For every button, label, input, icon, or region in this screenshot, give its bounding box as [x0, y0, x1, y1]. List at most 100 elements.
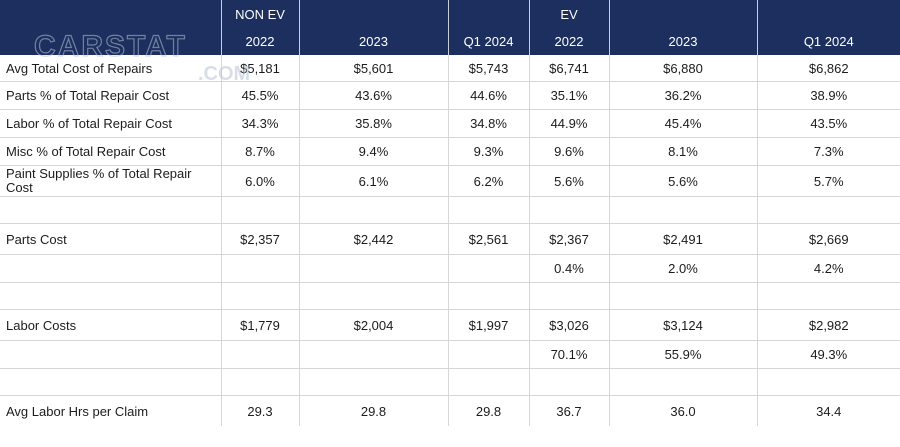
row-label [0, 254, 221, 283]
table-row: Parts % of Total Repair Cost 45.5% 43.6%… [0, 81, 900, 110]
table-cell [756, 368, 900, 396]
table-cell: 36.0 [608, 395, 757, 426]
table-cell [528, 282, 609, 310]
table-cell: $5,743 [447, 55, 529, 82]
table-cell: 36.2% [608, 81, 757, 110]
table-cell [447, 196, 529, 224]
table-cell: $2,669 [756, 223, 900, 255]
table-cell [528, 368, 609, 396]
table-cell: $5,601 [298, 55, 448, 82]
header-group-cell [608, 0, 757, 28]
table-row: Parts Cost $2,357 $2,442 $2,561 $2,367 $… [0, 223, 900, 255]
table-cell: $2,367 [528, 223, 609, 255]
table-cell: $3,124 [608, 309, 757, 341]
header-group-non-ev: NON EV [220, 0, 299, 28]
table-cell [220, 282, 299, 310]
row-label: Avg Total Cost of Repairs [6, 60, 153, 76]
table-cell: 55.9% [608, 340, 757, 369]
header-year-row: 2022 2023 Q1 2024 2022 2023 Q1 2024 [0, 28, 900, 55]
row-label: Labor % of Total Repair Cost [0, 109, 221, 138]
table-cell [756, 282, 900, 310]
table-cell: 35.1% [528, 81, 609, 110]
table-cell: 70.1% [528, 340, 609, 369]
table-row: 70.1% 55.9% 49.3% [0, 340, 900, 369]
table-cell: 45.4% [608, 109, 757, 138]
table-cell: 7.3% [756, 137, 900, 166]
table-cell [447, 282, 529, 310]
table-cell: 29.3 [220, 395, 299, 426]
table-cell: 43.5% [756, 109, 900, 138]
table-cell [220, 196, 299, 224]
table-row: Labor Costs $1,779 $2,004 $1,997 $3,026 … [0, 309, 900, 341]
table-cell: 43.6% [298, 81, 448, 110]
table-body: Avg Total Cost of Repairs $5,181 $5,601 … [0, 55, 900, 426]
table-row: Avg Total Cost of Repairs $5,181 $5,601 … [0, 55, 900, 82]
repair-cost-table: NON EV EV 2022 2023 Q1 2024 2022 2023 Q1… [0, 0, 900, 426]
table-row: Labor % of Total Repair Cost 34.3% 35.8%… [0, 109, 900, 138]
table-cell [220, 368, 299, 396]
header-group-cell [298, 0, 448, 28]
header-group-cell [447, 0, 529, 28]
table-cell: $2,442 [298, 223, 448, 255]
row-label [0, 196, 221, 224]
table-cell [528, 196, 609, 224]
table-cell: $2,004 [298, 309, 448, 341]
table-cell [298, 196, 448, 224]
row-label [0, 340, 221, 369]
table-cell [298, 282, 448, 310]
table-row: 0.4% 2.0% 4.2% [0, 254, 900, 283]
row-label: Misc % of Total Repair Cost [0, 137, 221, 166]
table-cell: 44.6% [447, 81, 529, 110]
header-year-cell [0, 28, 221, 55]
row-label: Parts % of Total Repair Cost [0, 81, 221, 110]
table-cell: 6.0% [220, 165, 299, 197]
table-cell: 8.7% [220, 137, 299, 166]
table-cell: 5.6% [608, 165, 757, 197]
table-cell [220, 340, 299, 369]
table-cell [608, 196, 757, 224]
table-header: NON EV EV 2022 2023 Q1 2024 2022 2023 Q1… [0, 0, 900, 55]
table-cell: $5,181 [220, 55, 299, 82]
header-group-row: NON EV EV [0, 0, 900, 28]
table-cell: 36.7 [528, 395, 609, 426]
table-cell: $2,491 [608, 223, 757, 255]
table-cell: $6,880 [608, 55, 757, 82]
row-label [0, 368, 221, 396]
table-cell [220, 254, 299, 283]
table-cell: 9.4% [298, 137, 448, 166]
header-year-cell: Q1 2024 [756, 28, 900, 55]
table-cell: 44.9% [528, 109, 609, 138]
spacer-row [0, 368, 900, 396]
table-cell: $6,862 [756, 55, 900, 82]
table-cell [298, 340, 448, 369]
table-cell: 0.4% [528, 254, 609, 283]
header-group-cell [756, 0, 900, 28]
table-cell: 5.6% [528, 165, 609, 197]
table-cell: 35.8% [298, 109, 448, 138]
table-cell: 8.1% [608, 137, 757, 166]
table-cell: $1,779 [220, 309, 299, 341]
table-cell: 29.8 [447, 395, 529, 426]
table-row: Misc % of Total Repair Cost 8.7% 9.4% 9.… [0, 137, 900, 166]
table-row: Paint Supplies % of Total Repair Cost 6.… [0, 165, 900, 197]
header-year-cell: 2022 [220, 28, 299, 55]
table-cell [447, 340, 529, 369]
row-label: Labor Costs [0, 309, 221, 341]
table-cell: $6,741 [528, 55, 609, 82]
table-cell [608, 282, 757, 310]
row-label: Avg Labor Hrs per Claim [0, 395, 221, 426]
table-row: Avg Labor Hrs per Claim 29.3 29.8 29.8 3… [0, 395, 900, 426]
table-cell [756, 196, 900, 224]
table-cell: 38.9% [756, 81, 900, 110]
table-cell: $2,982 [756, 309, 900, 341]
table-cell: 34.8% [447, 109, 529, 138]
table-cell: 5.7% [756, 165, 900, 197]
table-cell: 9.3% [447, 137, 529, 166]
table-cell: 6.1% [298, 165, 448, 197]
table-cell: 6.2% [447, 165, 529, 197]
table-cell: 49.3% [756, 340, 900, 369]
row-label: Parts Cost [0, 223, 221, 255]
header-year-cell: 2023 [298, 28, 448, 55]
table-cell [447, 368, 529, 396]
table-cell: 34.4 [756, 395, 900, 426]
